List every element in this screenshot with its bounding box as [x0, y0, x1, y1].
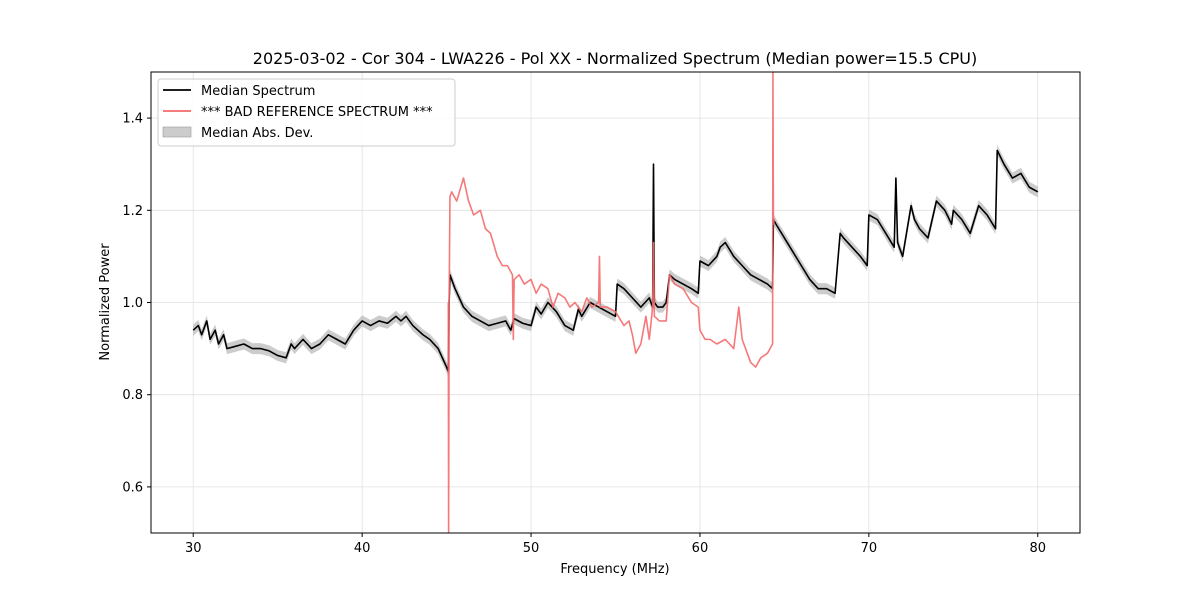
mad-band-layer — [193, 144, 1038, 378]
ticks: 30 40 50 60 70 80 0.6 0.8 1.0 1.2 1.4 — [122, 112, 1046, 556]
y-tick-label: 0.8 — [122, 388, 143, 403]
x-tick-label: 60 — [692, 541, 709, 556]
y-axis-label: Normalized Power — [98, 243, 113, 361]
y-tick-label: 0.6 — [122, 480, 143, 495]
bad-reference-spectrum-line — [447, 72, 776, 533]
x-tick-label: 50 — [523, 541, 540, 556]
x-tick-label: 30 — [185, 541, 202, 556]
x-tick-label: 70 — [861, 541, 878, 556]
x-axis-label: Frequency (MHz) — [560, 562, 669, 577]
median-spectrum-line — [192, 149, 1039, 373]
mad-band — [193, 144, 1038, 378]
y-tick-label: 1.4 — [122, 112, 143, 127]
y-tick-label: 1.2 — [122, 204, 143, 219]
legend-label-bad-reference: *** BAD REFERENCE SPECTRUM *** — [201, 105, 433, 120]
grid — [151, 72, 1080, 533]
y-tick-label: 1.0 — [122, 296, 143, 311]
legend: Median Spectrum *** BAD REFERENCE SPECTR… — [157, 78, 456, 147]
x-tick-label: 80 — [1029, 541, 1046, 556]
legend-swatch-mad — [162, 126, 192, 138]
x-tick-label: 40 — [354, 541, 371, 556]
chart-title: 2025-03-02 - Cor 304 - LWA226 - Pol XX -… — [253, 49, 977, 68]
legend-label-median: Median Spectrum — [201, 84, 315, 99]
series-layer — [192, 72, 1039, 533]
legend-label-mad: Median Abs. Dev. — [201, 126, 313, 141]
legend-box — [157, 78, 456, 147]
